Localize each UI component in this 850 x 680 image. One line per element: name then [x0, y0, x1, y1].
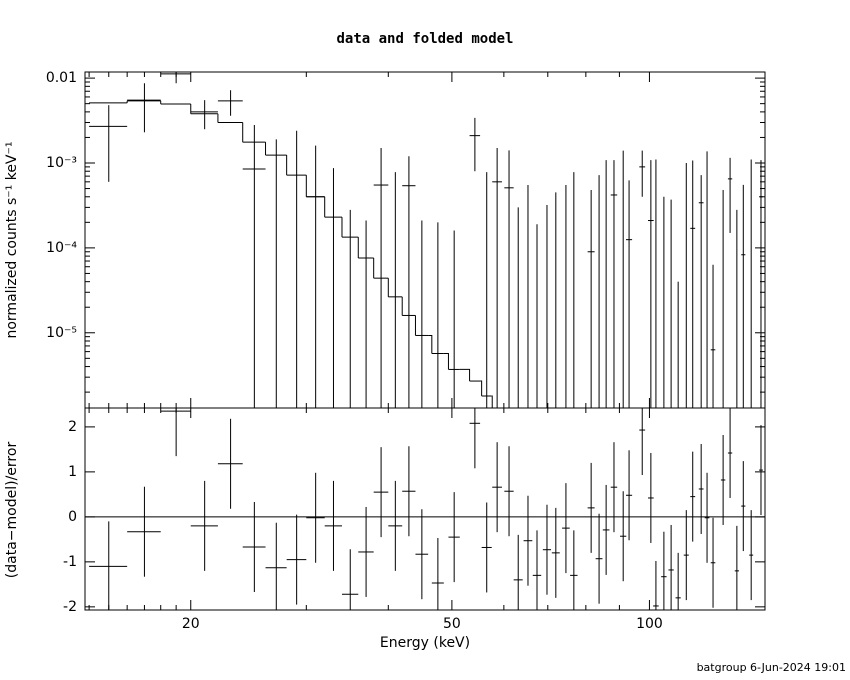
x-tick-label: 50 — [443, 616, 461, 632]
y-tick-label: 10⁻⁵ — [46, 325, 77, 341]
y-tick-label: 1 — [68, 464, 77, 480]
y-tick-label: 2 — [68, 419, 77, 435]
x-axis-label: Energy (keV) — [380, 635, 470, 651]
bottom-frame — [84, 407, 766, 611]
y-tick-label: 0.01 — [46, 70, 77, 86]
y-axis-label: normalized counts s⁻¹ keV⁻¹ — [4, 141, 20, 338]
y-tick-label: 10⁻³ — [46, 155, 77, 171]
x-tick-label: 100 — [636, 616, 663, 632]
y-axis-label: (data−model)/error — [4, 442, 20, 579]
y-tick-label: -2 — [63, 599, 77, 615]
y-tick-label: 10⁻⁴ — [46, 240, 77, 256]
footer: batgroup 6-Jun-2024 19:01 — [697, 661, 846, 674]
model-connector — [443, 353, 449, 370]
top-frame — [84, 71, 766, 409]
y-tick-label: -1 — [63, 554, 77, 570]
model-connector — [428, 334, 433, 354]
model-connector — [459, 368, 471, 382]
model-connector — [480, 380, 483, 397]
y-tick-label: 0 — [68, 509, 77, 525]
chart-title: data and folded model — [336, 31, 513, 47]
x-tick-label: 20 — [182, 616, 200, 632]
